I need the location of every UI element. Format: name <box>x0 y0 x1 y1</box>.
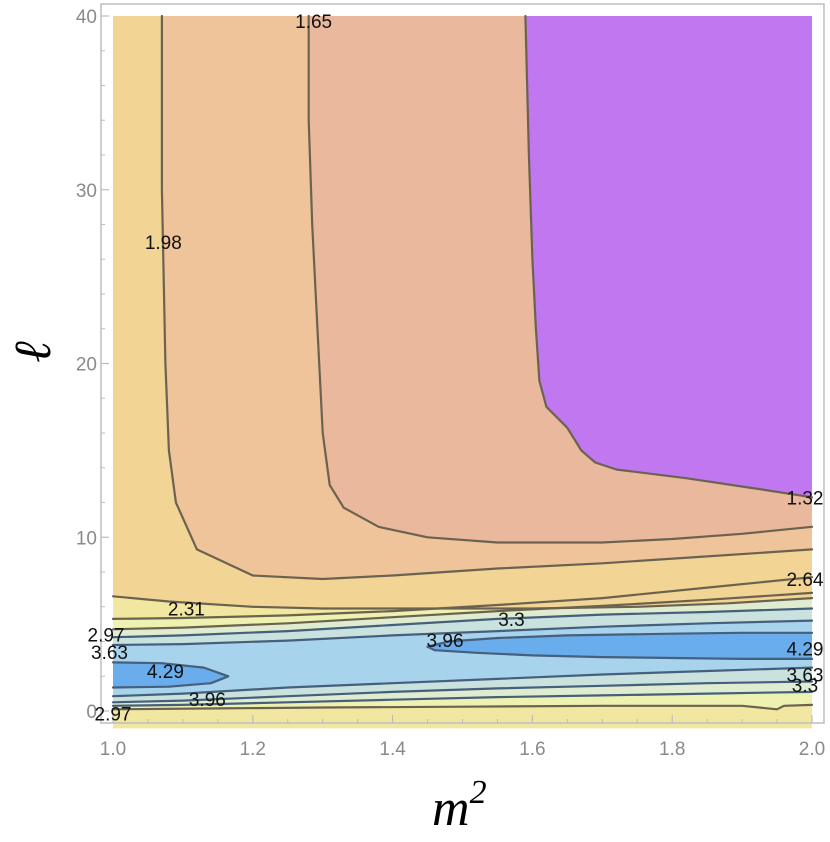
contour-label-9: 4.29 <box>787 639 824 660</box>
contour-label-2: 1.32 <box>787 488 824 509</box>
contour-label-0: 1.65 <box>295 12 332 33</box>
contour-line-3-96-9 <box>426 645 814 660</box>
x-tick-label-3: 1.6 <box>519 739 545 760</box>
contour-line-3-96-8 <box>426 631 814 648</box>
x-tick-label-5: 2.0 <box>799 739 825 760</box>
region-blue-5 <box>113 662 229 688</box>
contour-labels: 1.65 1.98 1.32 2.64 2.31 3.3 2.97 3.96 3.63 4.29 4… <box>88 12 824 725</box>
contour-line-1-98-2 <box>160 14 814 581</box>
contour-lines <box>111 14 814 711</box>
contour-line-1-65-1 <box>307 14 814 544</box>
contour-line-1-32-0 <box>524 14 814 499</box>
x-tick-label-0: 1.0 <box>100 739 126 760</box>
contour-line-4-29-10 <box>111 661 230 689</box>
contour-line-3-3-6 <box>111 607 814 639</box>
contour-label-10: 4.29 <box>147 662 184 683</box>
x-tick-label-4: 1.8 <box>659 739 685 760</box>
contour-label-6: 2.97 <box>88 626 125 647</box>
x-tick-label-1: 1.2 <box>240 739 266 760</box>
contour-label-1: 1.98 <box>145 233 182 254</box>
contour-label-14: 2.97 <box>95 705 132 726</box>
x-axis-ticks: 1.0 1.2 1.4 1.6 1.8 2.0 <box>100 715 825 760</box>
contour-line-3-96-11 <box>111 666 814 698</box>
region-purple-0 <box>525 16 812 498</box>
contour-label-7: 3.96 <box>427 631 464 652</box>
y-tick-label-0: 0 <box>86 702 97 723</box>
region-orange_light-2 <box>161 16 812 579</box>
contour-label-4: 2.31 <box>168 599 205 620</box>
contour-line-2-97-14 <box>111 703 814 711</box>
contour-line-3-3-13 <box>111 690 814 707</box>
region-salmon-3 <box>308 16 812 543</box>
contour-label-11: 3.63 <box>787 666 824 687</box>
x-axis-title: m2 <box>432 774 487 837</box>
contour-label-3: 2.64 <box>787 570 824 591</box>
region-blue-4 <box>427 632 812 659</box>
x-tick-label-2: 1.4 <box>379 739 406 760</box>
contour-line-2-64-4 <box>111 576 814 620</box>
y-tick-label-1: 10 <box>76 528 97 549</box>
contour-line-2-97-5 <box>111 591 814 631</box>
contour-line-3-63-12 <box>111 680 814 704</box>
y-axis-title: ℓ <box>5 341 62 363</box>
contour-label-8: 3.63 <box>91 643 128 664</box>
contour-label-13: 3.3 <box>792 676 818 697</box>
contour-line-3-63-7 <box>111 619 814 647</box>
y-tick-label-2: 20 <box>76 355 97 376</box>
contour-label-5: 3.3 <box>498 610 524 631</box>
contour-label-12: 3.96 <box>189 690 226 711</box>
x-axis-title-base: m <box>432 780 470 837</box>
y-tick-label-4: 40 <box>76 7 97 28</box>
y-tick-label-3: 30 <box>76 181 97 202</box>
contour-regions <box>113 16 812 688</box>
region-tan-1 <box>113 16 812 609</box>
y-axis-ticks: 0 10 20 30 40 <box>76 7 109 723</box>
x-axis-title-superscript: 2 <box>470 774 487 811</box>
